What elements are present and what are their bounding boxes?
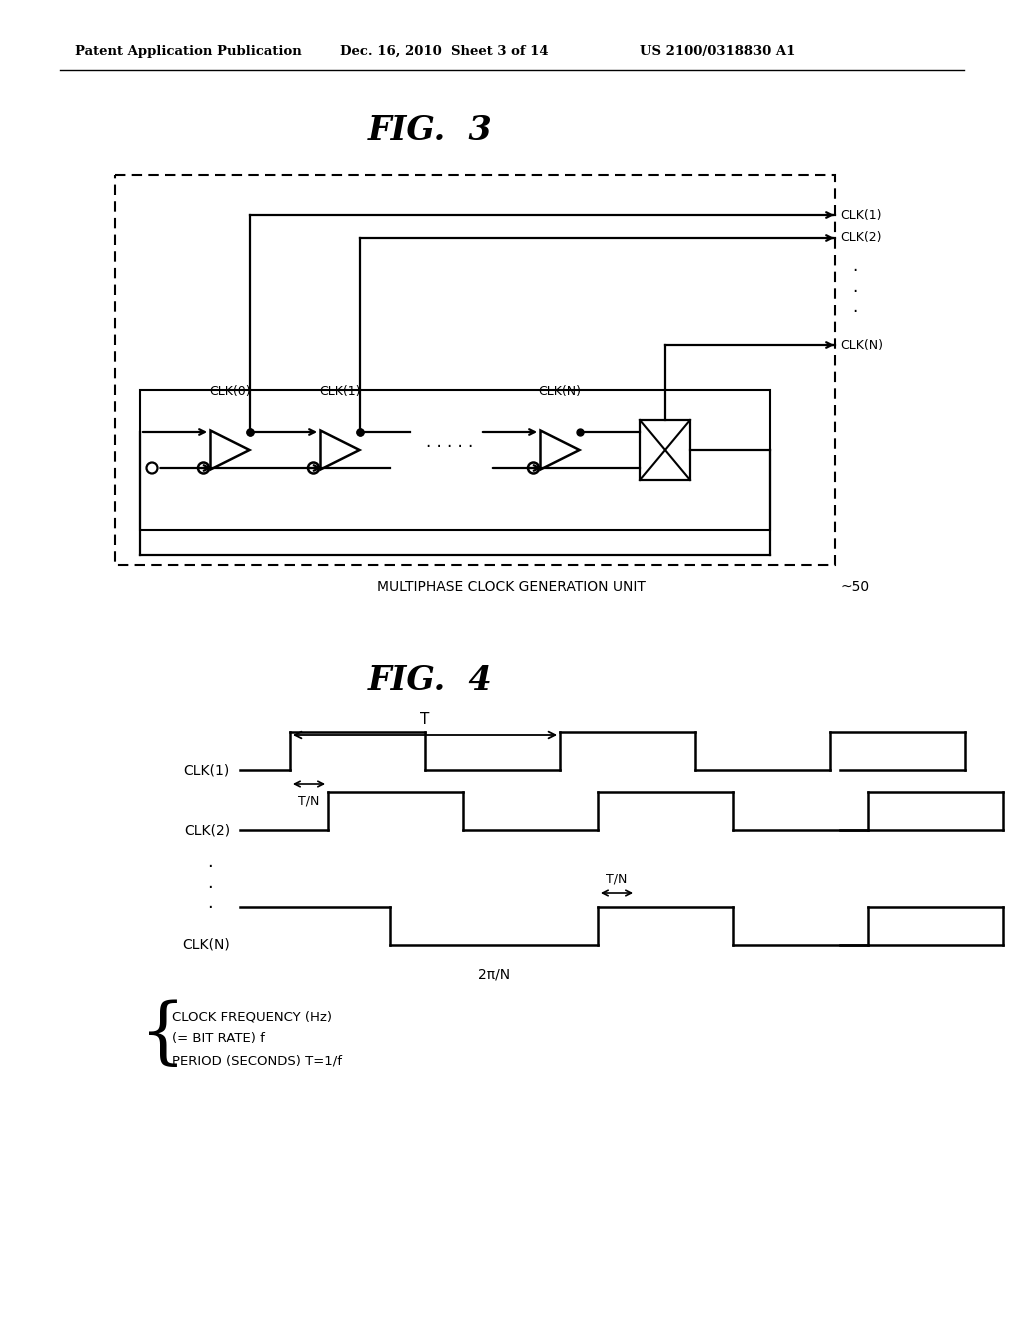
Text: CLK(2): CLK(2) xyxy=(840,231,882,244)
Text: CLK(N): CLK(N) xyxy=(840,338,883,351)
Text: · · · · ·: · · · · · xyxy=(426,438,474,455)
Text: MULTIPHASE CLOCK GENERATION UNIT: MULTIPHASE CLOCK GENERATION UNIT xyxy=(377,579,645,594)
Bar xyxy=(640,420,690,480)
Text: 2π/N: 2π/N xyxy=(478,968,510,981)
Text: CLK(1): CLK(1) xyxy=(840,209,882,222)
Text: CLK(1): CLK(1) xyxy=(319,385,360,399)
Text: ·
·
·: · · · xyxy=(852,261,858,321)
Text: {: { xyxy=(140,999,186,1071)
Text: CLK(0): CLK(0) xyxy=(209,385,251,399)
Text: ·
·
·: · · · xyxy=(207,858,213,917)
Text: T: T xyxy=(420,711,430,727)
Text: CLK(N): CLK(N) xyxy=(539,385,582,399)
Text: Dec. 16, 2010  Sheet 3 of 14: Dec. 16, 2010 Sheet 3 of 14 xyxy=(340,45,549,58)
Text: ~50: ~50 xyxy=(840,579,869,594)
Text: CLK(N): CLK(N) xyxy=(182,939,230,952)
Text: T/N: T/N xyxy=(298,795,319,807)
Text: T/N: T/N xyxy=(606,873,628,884)
Text: CLK(1): CLK(1) xyxy=(183,763,230,777)
Text: CLK(2): CLK(2) xyxy=(184,822,230,837)
Text: FIG.  3: FIG. 3 xyxy=(368,114,493,147)
Text: (= BIT RATE) f: (= BIT RATE) f xyxy=(172,1032,265,1045)
Text: US 2100/0318830 A1: US 2100/0318830 A1 xyxy=(640,45,796,58)
Text: CLOCK FREQUENCY (Hz): CLOCK FREQUENCY (Hz) xyxy=(172,1010,332,1023)
Bar xyxy=(140,389,770,531)
Bar xyxy=(115,176,835,565)
Text: PERIOD (SECONDS) T=1/f: PERIOD (SECONDS) T=1/f xyxy=(172,1053,342,1067)
Text: Patent Application Publication: Patent Application Publication xyxy=(75,45,302,58)
Text: FIG.  4: FIG. 4 xyxy=(368,664,493,697)
